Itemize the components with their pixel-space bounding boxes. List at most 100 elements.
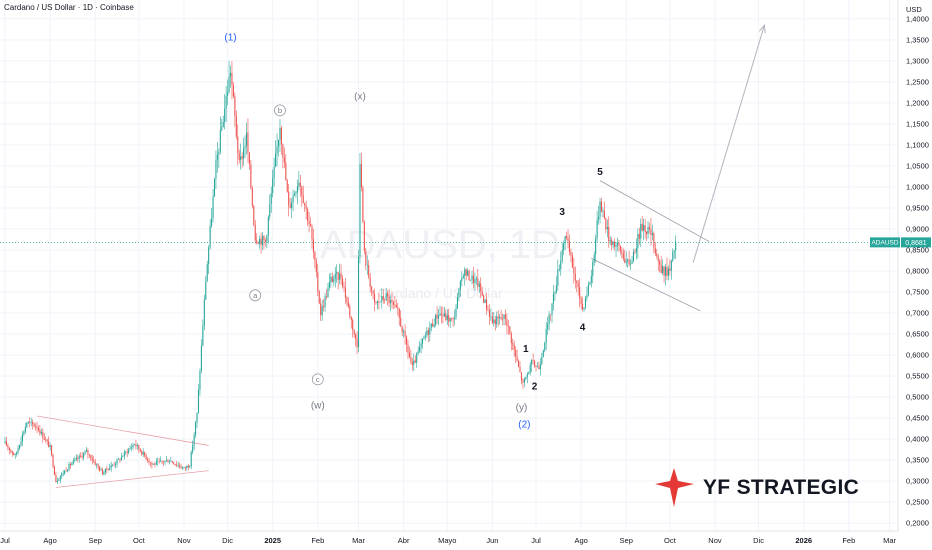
candle (260, 232, 262, 254)
candle (666, 257, 668, 281)
candle (496, 311, 498, 328)
candle (147, 457, 149, 463)
candle (88, 454, 90, 458)
candle (451, 317, 453, 322)
candle (627, 258, 629, 268)
wave-label: c (311, 373, 324, 386)
candle (672, 248, 674, 263)
x-tick-label: Nov (177, 536, 191, 545)
candle (650, 218, 652, 246)
candle (320, 297, 322, 322)
y-tick-label: 0,9000 (906, 224, 929, 233)
candle (165, 455, 168, 462)
x-tick-label: Oct (664, 536, 677, 545)
candle (99, 465, 101, 472)
candle (502, 313, 504, 326)
candle (384, 298, 386, 304)
candle (131, 443, 133, 452)
candle (74, 456, 76, 463)
candle (243, 137, 245, 166)
candle (560, 251, 562, 276)
x-tick-label: Jul (0, 536, 10, 545)
candle (589, 281, 591, 286)
x-tick-label: Nov (708, 536, 722, 545)
y-tick-label: 1,1500 (906, 119, 929, 128)
candle (423, 335, 425, 340)
candle (340, 264, 342, 285)
candle (462, 273, 464, 280)
svg-text:b: b (278, 106, 282, 115)
candle (266, 234, 268, 249)
candle (65, 467, 67, 472)
wave-label: (x) (354, 92, 366, 103)
y-tick-label: 1,4000 (906, 14, 929, 23)
y-tick-label: 1,3500 (906, 35, 929, 44)
candle (420, 338, 422, 354)
candle (464, 266, 466, 286)
candle (97, 462, 99, 471)
watermark-name: Cardano / US Dollar (377, 285, 503, 301)
candle (272, 169, 274, 198)
candle (132, 442, 134, 450)
candle (193, 432, 195, 450)
candle (528, 371, 530, 375)
candle (231, 61, 233, 100)
candle (225, 85, 227, 123)
candle (526, 371, 528, 384)
candle (365, 247, 367, 270)
candle (480, 277, 482, 298)
candle (341, 275, 344, 289)
x-tick-label: Feb (842, 536, 855, 545)
candle (112, 463, 114, 467)
triangle-upper-line (36, 415, 209, 446)
candle (317, 264, 319, 296)
candle (477, 269, 479, 291)
candle (213, 177, 216, 198)
candle (618, 239, 620, 252)
candle (173, 461, 175, 465)
candle (93, 456, 95, 463)
candle (371, 285, 373, 297)
candle (163, 460, 165, 467)
wave-label: (2) (518, 419, 530, 430)
candle (347, 297, 349, 309)
candle (622, 248, 624, 262)
candle (334, 266, 336, 288)
wave-label: (y) (516, 403, 528, 414)
candle (80, 452, 82, 458)
candle (285, 154, 287, 181)
candle (648, 222, 651, 234)
candle (293, 190, 296, 197)
candle (475, 276, 477, 285)
candle (177, 461, 179, 469)
candle (109, 463, 111, 471)
candle (608, 216, 610, 248)
candle (400, 310, 402, 327)
candle (435, 313, 437, 327)
x-tick-label: Abr (398, 536, 410, 545)
chart-title: Cardano / US Dollar · 1D · Coinbase (4, 3, 134, 12)
candle (647, 220, 649, 239)
candle (234, 92, 236, 127)
candle (299, 174, 301, 198)
svg-text:5: 5 (597, 167, 603, 178)
wave-label: 2 (532, 382, 538, 393)
candle (202, 319, 204, 347)
candle (397, 302, 399, 316)
candle (254, 219, 256, 244)
candle (72, 457, 74, 466)
candle (222, 115, 224, 128)
candle (355, 332, 357, 347)
candle (141, 449, 143, 456)
candle (656, 248, 658, 259)
candle (263, 234, 265, 250)
candle (563, 240, 565, 255)
candle (352, 318, 354, 338)
candle (378, 292, 380, 310)
candle (244, 135, 246, 158)
candle (430, 323, 432, 332)
candle (529, 361, 531, 376)
candle (437, 308, 440, 326)
candle (240, 143, 242, 170)
